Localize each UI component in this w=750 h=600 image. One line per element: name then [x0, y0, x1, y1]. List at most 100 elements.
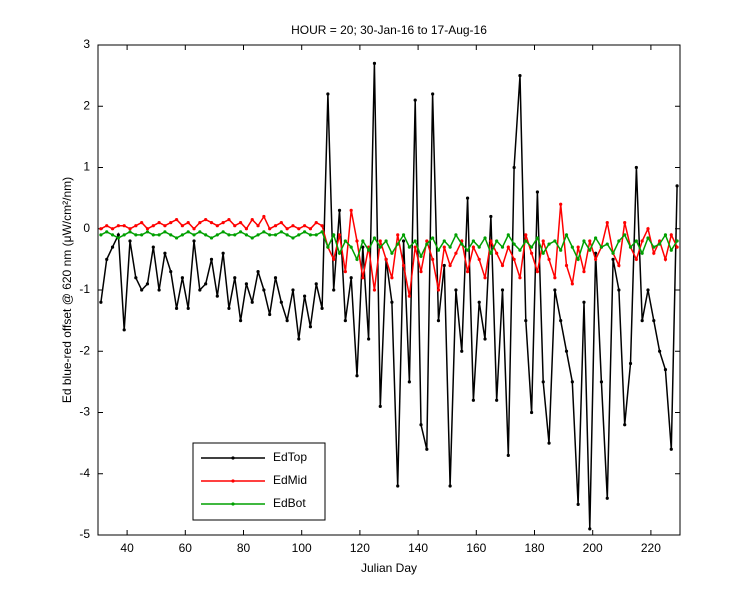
point-marker	[535, 270, 540, 274]
point-marker	[529, 410, 534, 415]
point-marker	[273, 224, 278, 228]
point-marker	[529, 245, 534, 249]
point-marker	[244, 282, 249, 286]
point-marker	[617, 288, 621, 292]
point-marker	[524, 239, 528, 243]
point-marker	[268, 233, 272, 237]
point-marker	[675, 245, 679, 249]
point-marker	[320, 230, 324, 234]
point-marker	[238, 319, 243, 323]
point-marker	[541, 251, 545, 255]
point-marker	[652, 251, 656, 255]
point-marker	[512, 242, 516, 246]
point-marker	[204, 282, 208, 286]
point-marker	[355, 374, 359, 378]
point-marker	[535, 236, 540, 240]
point-marker	[116, 224, 120, 228]
point-marker	[489, 214, 493, 219]
point-marker	[506, 233, 510, 237]
x-tick-label: 200	[583, 541, 603, 555]
legend-label: EdBot	[273, 496, 306, 510]
point-marker	[640, 251, 644, 255]
point-marker	[588, 239, 592, 243]
point-marker	[198, 230, 202, 234]
point-marker	[483, 276, 487, 280]
point-marker	[396, 484, 400, 488]
point-marker	[547, 257, 551, 261]
point-marker	[640, 319, 644, 323]
point-marker	[262, 230, 266, 234]
point-marker	[151, 224, 155, 228]
y-tick-label: -1	[79, 282, 90, 296]
point-marker	[594, 257, 598, 261]
point-marker	[582, 300, 586, 304]
point-marker	[454, 251, 458, 255]
point-marker	[134, 233, 138, 237]
point-marker	[337, 251, 342, 255]
point-marker	[291, 236, 295, 240]
point-marker	[506, 453, 510, 457]
point-marker	[518, 74, 522, 78]
point-marker	[669, 447, 673, 451]
point-marker	[553, 276, 557, 280]
point-marker	[250, 217, 254, 222]
point-marker	[570, 245, 574, 249]
point-marker	[564, 233, 569, 237]
point-marker	[140, 221, 144, 225]
point-marker	[308, 227, 313, 231]
point-marker	[634, 257, 638, 261]
point-marker	[477, 300, 481, 304]
point-marker	[314, 221, 318, 225]
y-axis-label: Ed blue-red offset @ 620 nm (μW/cm²/nm)	[60, 177, 74, 403]
y-tick-label: 0	[83, 221, 90, 235]
point-marker	[663, 257, 668, 261]
point-marker	[169, 221, 173, 225]
point-marker	[483, 337, 487, 341]
point-marker	[436, 248, 441, 252]
point-marker	[174, 306, 179, 310]
point-marker	[297, 227, 301, 231]
point-marker	[372, 61, 377, 65]
point-marker	[407, 294, 411, 298]
point-marker	[367, 337, 371, 341]
y-tick-label: 2	[83, 98, 90, 112]
point-marker	[337, 208, 342, 212]
point-marker	[378, 404, 382, 408]
legend-marker	[231, 502, 235, 506]
point-marker	[588, 248, 592, 252]
point-marker	[244, 227, 249, 231]
point-marker	[582, 270, 586, 274]
point-marker	[151, 233, 155, 237]
point-marker	[186, 221, 190, 225]
x-tick-label: 60	[179, 541, 193, 555]
x-tick-label: 140	[408, 541, 428, 555]
point-marker	[314, 282, 318, 286]
point-marker	[495, 239, 499, 243]
point-marker	[675, 184, 679, 188]
x-tick-label: 100	[292, 541, 312, 555]
point-marker	[116, 236, 120, 240]
point-marker	[599, 245, 604, 249]
point-marker	[465, 248, 470, 252]
point-marker	[122, 328, 126, 332]
legend-marker	[231, 456, 235, 460]
point-marker	[256, 224, 260, 228]
point-marker	[372, 236, 377, 240]
point-marker	[128, 227, 132, 231]
point-marker	[361, 245, 365, 249]
point-marker	[448, 263, 452, 268]
series-line	[100, 63, 678, 529]
point-marker	[512, 257, 516, 261]
point-marker	[471, 245, 475, 249]
point-marker	[605, 221, 609, 225]
point-marker	[268, 312, 272, 317]
point-marker	[547, 441, 551, 445]
point-marker	[157, 221, 161, 225]
point-marker	[634, 165, 638, 170]
point-marker	[332, 257, 336, 261]
x-tick-label: 180	[524, 541, 544, 555]
point-marker	[390, 300, 394, 304]
point-marker	[617, 263, 621, 268]
point-marker	[489, 251, 493, 255]
point-marker	[349, 208, 353, 212]
